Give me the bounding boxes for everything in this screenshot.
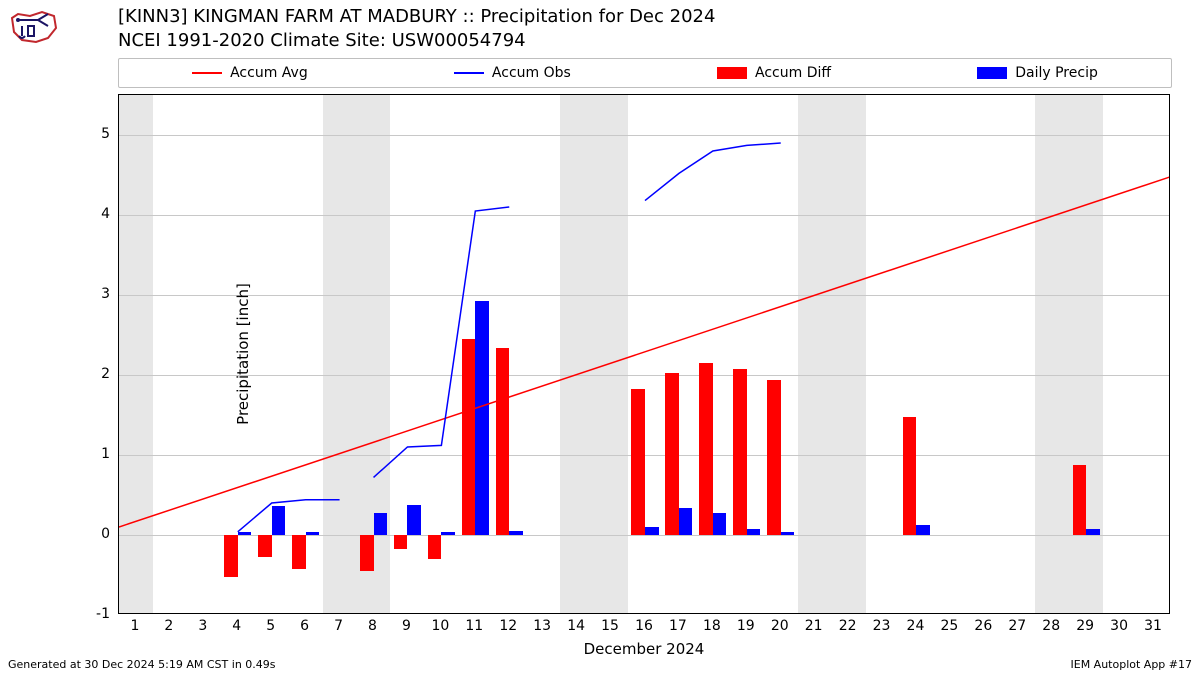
legend-swatch [192,72,222,74]
xtick-label: 3 [198,618,207,634]
xtick-label: 13 [533,618,551,634]
footer-app: IEM Autoplot App #17 [1071,658,1193,671]
plot-container: Precipitation [inch] December 2024 -1012… [118,94,1170,614]
ytick-label: 0 [70,526,110,542]
line [645,143,781,201]
x-axis-label: December 2024 [118,640,1170,658]
legend-item: Accum Obs [454,65,571,81]
legend-item: Accum Diff [717,65,831,81]
legend-swatch [454,72,484,74]
chart-title: [KINN3] KINGMAN FARM AT MADBURY :: Preci… [118,6,715,27]
legend-item: Daily Precip [977,65,1098,81]
xtick-label: 27 [1008,618,1026,634]
ytick-label: 2 [70,366,110,382]
line [238,500,340,532]
xtick-label: 23 [873,618,891,634]
xtick-label: 8 [368,618,377,634]
legend-label: Accum Obs [492,65,571,81]
xtick-label: 7 [334,618,343,634]
xtick-label: 22 [839,618,857,634]
xtick-label: 4 [232,618,241,634]
xtick-label: 20 [771,618,789,634]
xtick-label: 18 [703,618,721,634]
y-axis-label: Precipitation [inch] [234,283,252,425]
ytick-label: 4 [70,206,110,222]
xtick-label: 30 [1110,618,1128,634]
ytick-label: -1 [70,606,110,622]
xtick-label: 24 [907,618,925,634]
xtick-label: 12 [499,618,517,634]
xtick-label: 29 [1076,618,1094,634]
legend-box: Accum Avg Accum Obs Accum Diff Daily Precip [118,58,1172,88]
xtick-label: 6 [300,618,309,634]
legend-label: Accum Diff [755,65,831,81]
xtick-label: 16 [635,618,653,634]
xtick-label: 15 [601,618,619,634]
legend-swatch [977,67,1007,79]
xtick-label: 9 [402,618,411,634]
line [374,207,510,477]
legend-swatch [717,67,747,79]
line-layer [119,95,1170,614]
legend-item: Accum Avg [192,65,308,81]
line [119,177,1170,527]
xtick-label: 26 [974,618,992,634]
chart-subtitle: NCEI 1991-2020 Climate Site: USW00054794 [118,30,526,51]
xtick-label: 25 [940,618,958,634]
xtick-label: 21 [805,618,823,634]
xtick-label: 1 [130,618,139,634]
legend-label: Accum Avg [230,65,308,81]
plot-area [118,94,1170,614]
iem-logo [8,6,60,46]
legend-label: Daily Precip [1015,65,1098,81]
xtick-label: 19 [737,618,755,634]
xtick-label: 2 [164,618,173,634]
footer-generated: Generated at 30 Dec 2024 5:19 AM CST in … [8,658,276,671]
xtick-label: 14 [567,618,585,634]
ytick-label: 1 [70,446,110,462]
xtick-label: 31 [1144,618,1162,634]
xtick-label: 5 [266,618,275,634]
xtick-label: 17 [669,618,687,634]
xtick-label: 11 [465,618,483,634]
xtick-label: 10 [431,618,449,634]
xtick-label: 28 [1042,618,1060,634]
ytick-label: 3 [70,286,110,302]
ytick-label: 5 [70,126,110,142]
